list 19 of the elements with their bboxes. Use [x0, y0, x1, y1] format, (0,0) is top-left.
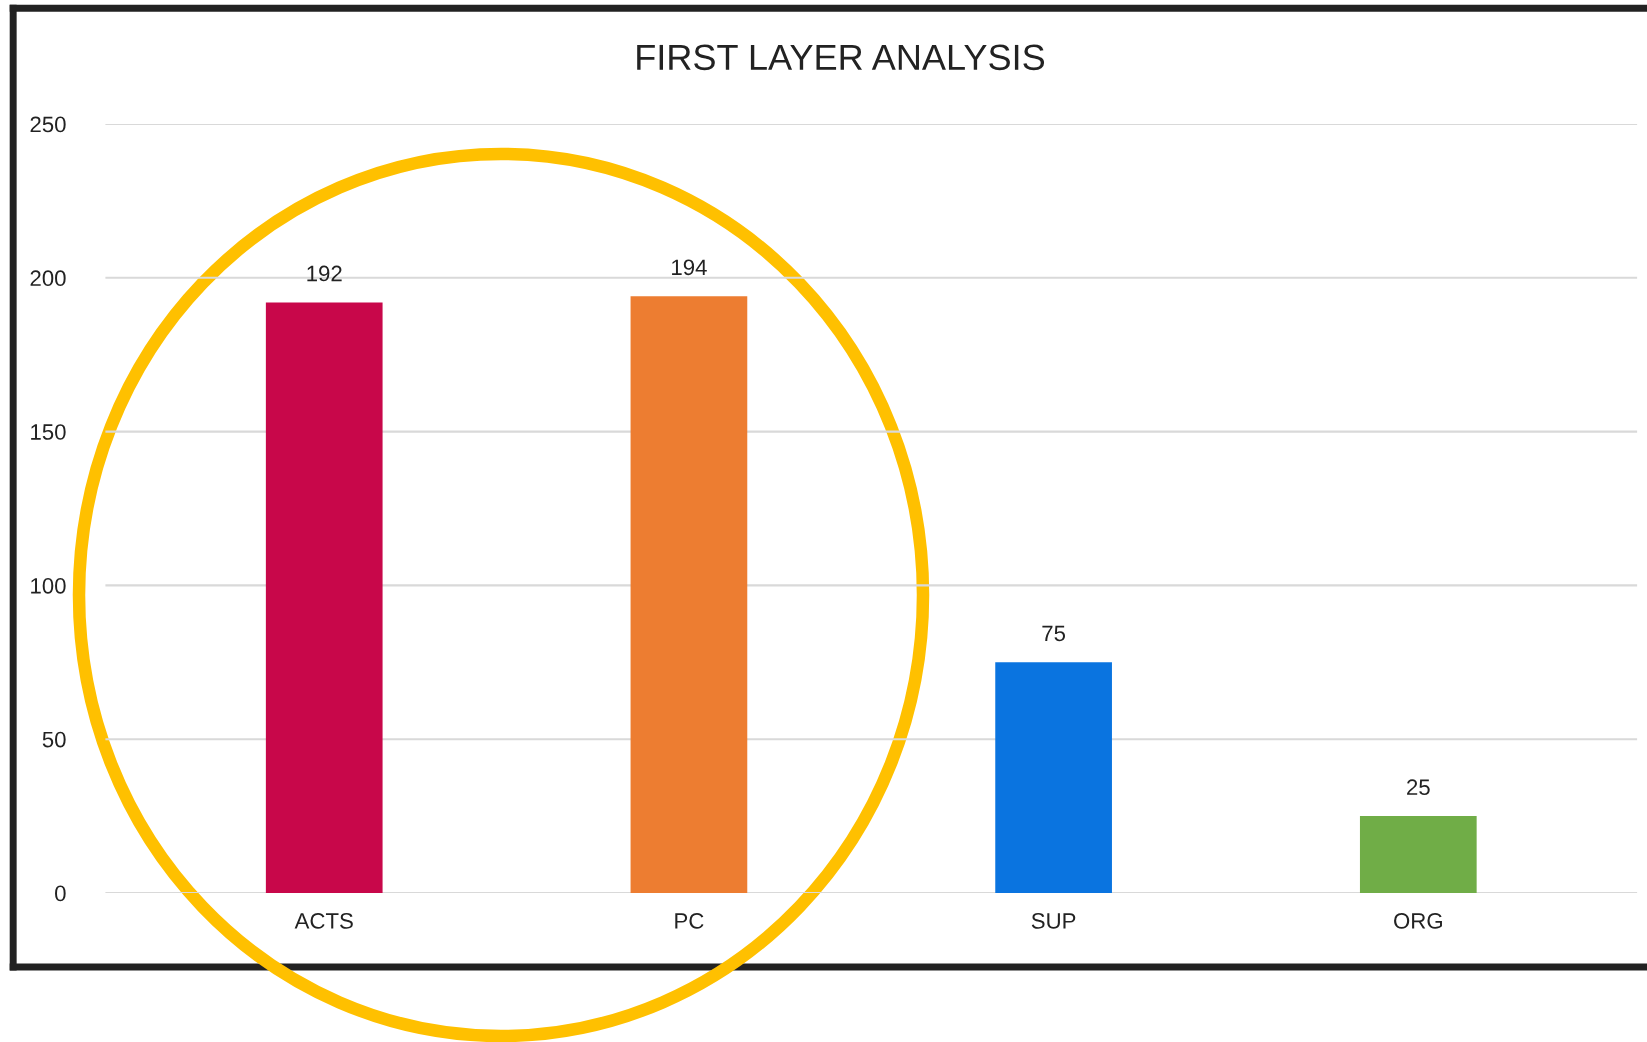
data-label: 25 [1407, 779, 1430, 796]
y-tick-label: 50 [42, 731, 66, 748]
x-tick-label: SUP [1031, 913, 1076, 929]
data-label: 75 [1042, 625, 1066, 642]
bar [1359, 816, 1477, 893]
x-tick-label: ORG [1394, 913, 1442, 929]
y-tick-label: 150 [31, 424, 66, 440]
data-label: 192 [307, 265, 342, 282]
data-label: 194 [672, 259, 707, 276]
y-tick-label: 0 [55, 885, 66, 902]
y-tick-label: 250 [30, 116, 66, 133]
bar [265, 302, 383, 893]
bar [995, 662, 1112, 893]
bar [630, 296, 748, 893]
y-tick-label: 100 [31, 577, 66, 594]
x-tick-label: ACTS [294, 913, 353, 929]
x-tick-label: PC [675, 913, 704, 929]
chart-title: FIRST LAYER ANALYSIS [637, 44, 1045, 71]
y-tick-label: 200 [30, 270, 66, 287]
